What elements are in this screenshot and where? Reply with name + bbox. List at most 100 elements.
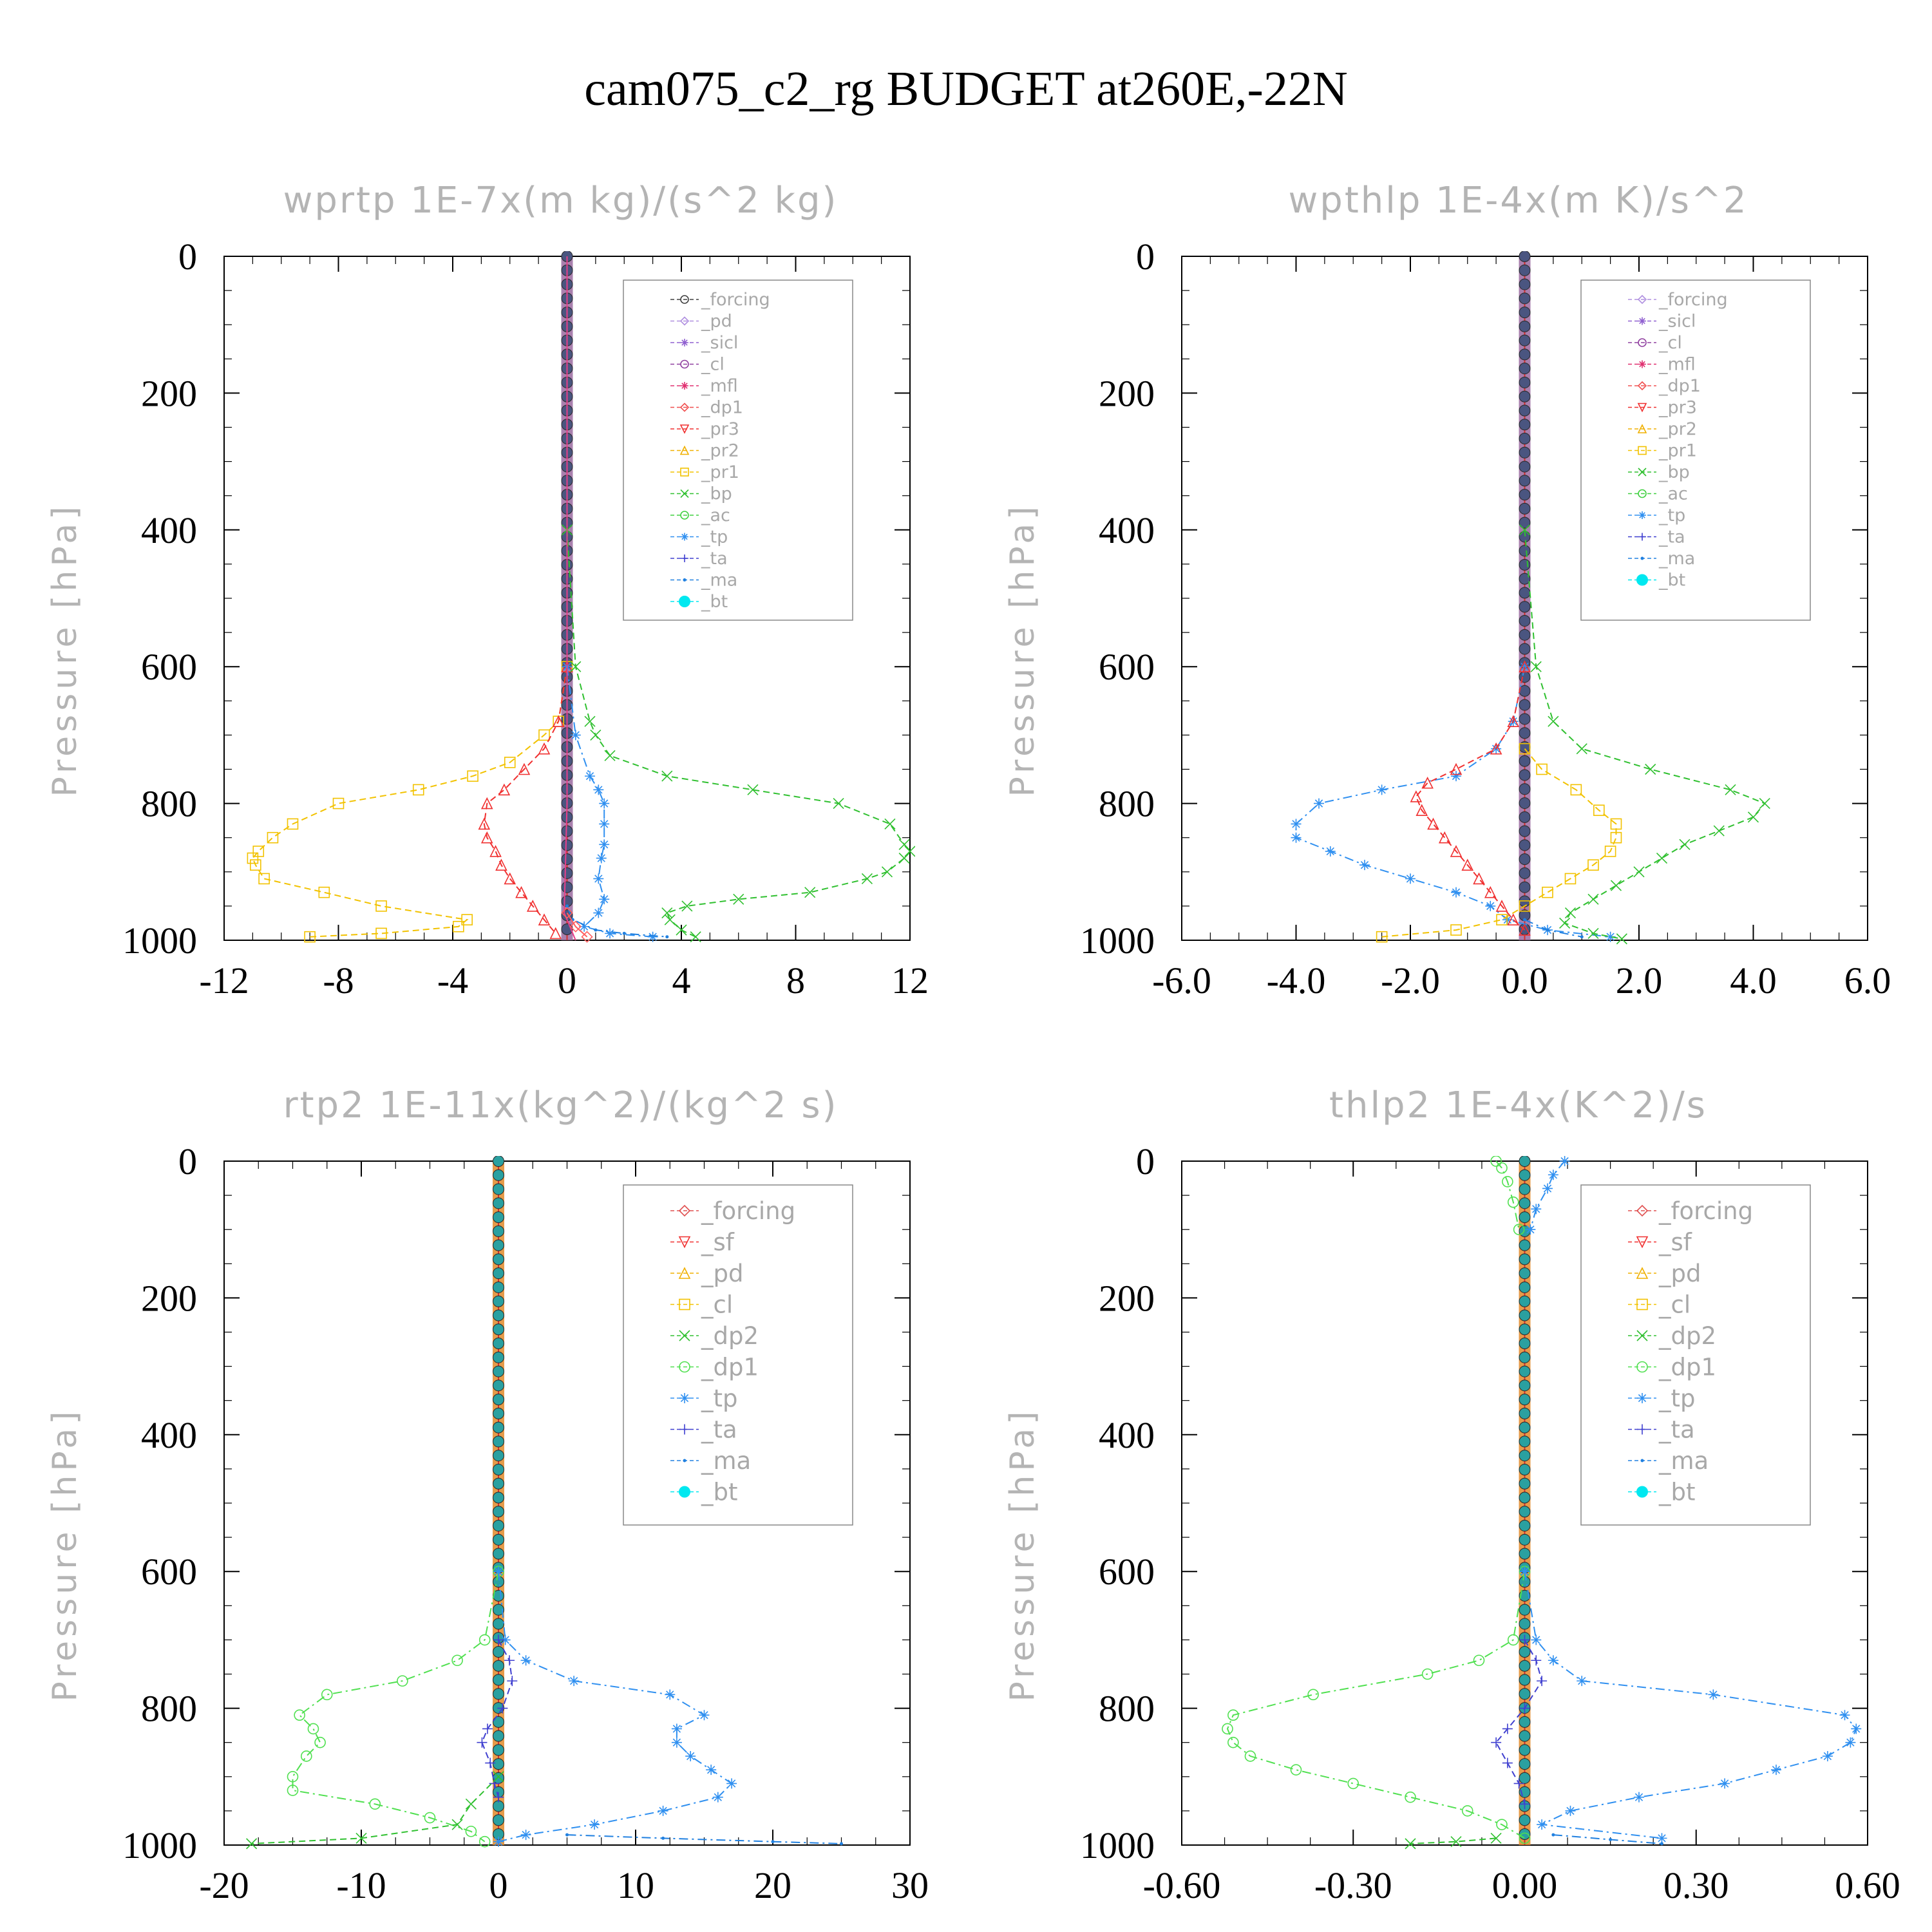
series-point-tp — [665, 1689, 676, 1700]
legend-label: _cl — [701, 1291, 733, 1319]
center-profile-marker — [1519, 264, 1531, 276]
center-profile-marker — [1519, 853, 1531, 866]
y-tick-label: 400 — [1099, 1414, 1155, 1456]
series-point-bp — [1559, 917, 1571, 929]
series-point-dp1 — [1347, 1777, 1359, 1790]
x-tick-label: -0.60 — [1143, 1864, 1221, 1906]
legend-marker — [1638, 446, 1647, 455]
series-point-tp — [699, 1710, 710, 1721]
series-point-bp — [590, 729, 601, 741]
center-profile-marker — [561, 839, 573, 851]
series-point-bp — [1633, 866, 1645, 878]
y-tick-label: 0 — [1136, 236, 1155, 278]
series-point-dp1 — [1519, 1832, 1531, 1844]
legend-marker — [1638, 468, 1647, 477]
series-point-pr3 — [1519, 660, 1531, 672]
series-point-ma — [1580, 935, 1584, 939]
center-profile-marker — [1519, 278, 1531, 290]
center-profile-marker — [1519, 1183, 1531, 1195]
center-profile-marker — [1519, 671, 1531, 683]
center-profile-marker — [1519, 1295, 1531, 1307]
series-point-tp — [1451, 771, 1461, 782]
center-profile-marker — [1519, 1156, 1531, 1167]
legend-label: _pr3 — [1658, 398, 1697, 418]
y-tick-label: 800 — [141, 783, 197, 825]
center-profile-marker — [1519, 573, 1531, 585]
center-profile-marker — [1519, 1758, 1531, 1770]
series-point-tp — [599, 839, 610, 850]
panel-title: rtp2 1E-11x(kg^2)/(kg^2 s) — [283, 1084, 838, 1126]
legend-label: _ta — [1658, 1416, 1695, 1444]
series-line-pr1 — [252, 667, 568, 938]
series-point-pr3 — [1450, 845, 1463, 857]
series-point-pr1 — [1593, 804, 1605, 817]
center-profile-marker — [493, 1758, 504, 1770]
center-profile-marker — [493, 1435, 504, 1448]
center-profile-marker — [1519, 1169, 1531, 1181]
series-point-pr1 — [318, 886, 330, 898]
series-point-tp-top — [1542, 1183, 1553, 1194]
series-point-tp — [726, 1778, 737, 1789]
legend-label: _bt — [1658, 571, 1685, 591]
y-tick-label: 600 — [141, 1551, 197, 1593]
center-profile-marker — [1519, 1379, 1531, 1392]
x-tick-label: 20 — [754, 1864, 791, 1906]
series-point-pr1 — [1564, 873, 1577, 885]
series-point-tp — [520, 1655, 531, 1666]
series-point-tp — [599, 894, 610, 905]
series-point-bp — [1587, 893, 1599, 905]
center-profile-marker — [493, 1421, 504, 1434]
center-profile-marker — [1519, 643, 1531, 655]
series-point-tp — [1548, 1655, 1558, 1666]
series-point-dp1 — [424, 1812, 436, 1824]
legend-marker — [679, 1298, 690, 1311]
legend-label: _tp — [701, 527, 728, 547]
center-profile-marker — [493, 1533, 504, 1546]
center-profile-marker — [493, 1450, 504, 1462]
center-profile-marker — [1519, 363, 1531, 375]
series-point-pr3 — [1416, 804, 1428, 817]
center-profile-marker — [1519, 825, 1531, 837]
y-tick-label: 400 — [141, 509, 197, 551]
series-point-dp2 — [1450, 1836, 1462, 1848]
legend-label: _ma — [1658, 1447, 1709, 1475]
x-tick-label: -6.0 — [1152, 960, 1211, 1001]
x-tick-label: -2.0 — [1381, 960, 1440, 1001]
series-point-dp1 — [300, 1750, 312, 1762]
center-profile-marker — [1519, 629, 1531, 641]
series-point-tp — [1325, 846, 1336, 857]
series-point-bp — [861, 873, 873, 884]
series-point-dp1 — [397, 1675, 408, 1687]
center-profile-marker — [1519, 489, 1531, 501]
center-profile-marker — [1519, 1744, 1531, 1756]
series-point-ta — [1502, 1723, 1513, 1734]
series-point-pr1 — [1376, 931, 1388, 943]
center-profile-marker — [493, 1674, 504, 1686]
center-profile-marker — [493, 1506, 504, 1518]
center-profile-marker — [1519, 1477, 1531, 1490]
series-point-dp1 — [581, 931, 593, 943]
series-point-ma — [665, 935, 669, 939]
center-profile-marker — [1519, 1267, 1531, 1280]
center-profile-marker — [1519, 587, 1531, 599]
series-point-bp — [881, 866, 893, 878]
series-point-pr3 — [538, 742, 551, 755]
series-point-bp — [1656, 852, 1668, 864]
legend-label: _sf — [1658, 1229, 1692, 1256]
legend-label: _dp1 — [701, 1354, 759, 1381]
legend-marker — [1636, 1486, 1648, 1498]
series-point-pr1 — [252, 846, 265, 857]
series-point-tp — [569, 1676, 580, 1687]
series-point-dp1 — [314, 1736, 326, 1748]
series-point-bp — [661, 907, 673, 919]
legend-label: _dp2 — [1658, 1322, 1716, 1350]
legend-marker — [679, 1393, 690, 1403]
series-point-ma — [1660, 1842, 1663, 1846]
center-profile-marker — [493, 1730, 504, 1742]
series-point-dp1 — [321, 1689, 333, 1701]
data-layer — [1222, 1156, 1862, 1850]
series-point-dp1 — [1496, 1819, 1508, 1830]
series-line-pr1 — [1381, 748, 1617, 938]
series-point-dp1 — [369, 1798, 381, 1810]
x-tick-label: -4 — [437, 960, 468, 1001]
